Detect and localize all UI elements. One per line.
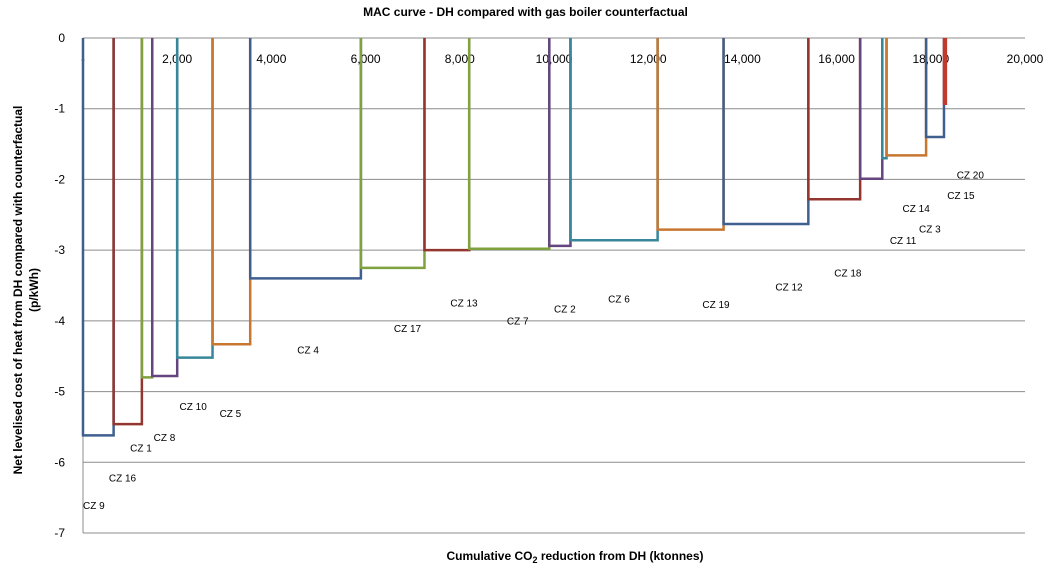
y-tick-label-5: -5 bbox=[54, 385, 65, 399]
x-tick-label-10: 20,000 bbox=[1007, 52, 1044, 66]
gridlines bbox=[83, 37, 1025, 534]
zone-label-cz14: CZ 14 bbox=[903, 204, 931, 215]
zone-label-cz6: CZ 6 bbox=[608, 294, 630, 305]
zone-label-cz17: CZ 17 bbox=[394, 324, 422, 335]
x-tick-label-4: 8,000 bbox=[445, 52, 475, 66]
series-step-cz9 bbox=[81, 38, 115, 437]
zone-label-cz20: CZ 20 bbox=[957, 171, 985, 182]
y-tick-label-3: -3 bbox=[54, 243, 65, 257]
zone-label-cz5: CZ 5 bbox=[220, 409, 242, 420]
y-axis-tick-labels: 0 -1 -2 -3 -4 -5 -6 -7 bbox=[54, 31, 65, 540]
y-tick-label-4: -4 bbox=[54, 314, 65, 328]
series-step-cz4 bbox=[248, 38, 363, 280]
y-tick-label-2: -2 bbox=[54, 172, 65, 186]
zone-label-cz13: CZ 13 bbox=[450, 299, 478, 310]
chart-title: MAC curve - DH compared with gas boiler … bbox=[363, 5, 688, 19]
series-step-cz10 bbox=[175, 38, 214, 359]
x-tick-label-3: 6,000 bbox=[351, 52, 381, 66]
zone-label-cz11: CZ 11 bbox=[890, 236, 917, 247]
zone-label-cz2: CZ 2 bbox=[554, 304, 576, 315]
series-step-cz2 bbox=[548, 38, 572, 248]
y-tick-label-6: -6 bbox=[54, 455, 65, 469]
x-tick-label-8: 16,000 bbox=[818, 52, 855, 66]
series-step-cz16 bbox=[112, 38, 144, 426]
zone-label-cz15: CZ 15 bbox=[947, 191, 975, 202]
y-tick-label-0: 0 bbox=[58, 31, 65, 45]
series-step-cz17 bbox=[359, 38, 426, 270]
y-tick-label-7: -7 bbox=[54, 526, 65, 540]
series-step-cz19 bbox=[656, 38, 725, 231]
zone-label-cz19: CZ 19 bbox=[702, 300, 730, 311]
x-tick-label-2: 4,000 bbox=[256, 52, 286, 66]
zone-label-cz7: CZ 7 bbox=[507, 316, 529, 327]
series-step-cz5 bbox=[211, 38, 252, 346]
series-step-cz1 bbox=[140, 38, 154, 379]
x-tick-label-7: 14,000 bbox=[724, 52, 761, 66]
zone-label-cz4: CZ 4 bbox=[297, 345, 319, 356]
zone-label-cz3: CZ 3 bbox=[919, 224, 941, 235]
zone-label-cz1: CZ 1 bbox=[130, 444, 152, 455]
series-step-cz13 bbox=[423, 38, 471, 252]
zone-labels: CZ 9 CZ 16 CZ 1CZ 8 CZ 10 CZ 5 CZ 4 CZ 17 CZ 13… bbox=[83, 171, 984, 512]
x-axis-title: Cumulative CO2 reduction from DH (ktonne… bbox=[446, 549, 703, 565]
series-group bbox=[81, 38, 948, 437]
series-step-cz6 bbox=[569, 38, 659, 242]
zone-label-cz18: CZ 18 bbox=[834, 268, 862, 279]
x-axis-tick-labels: -2,0004,0006,0008,00010,00012,00014,0001… bbox=[81, 52, 1044, 66]
zone-label-cz12: CZ 12 bbox=[775, 282, 803, 293]
zone-label-cz16: CZ 16 bbox=[109, 473, 137, 484]
zone-label-cz9: CZ 9 bbox=[83, 501, 105, 512]
y-axis-title-line2: (p/kWh) bbox=[27, 268, 41, 312]
x-tick-label-5: 10,000 bbox=[536, 52, 573, 66]
zone-label-cz8: CZ 8 bbox=[154, 433, 176, 444]
series-step-cz8 bbox=[150, 38, 179, 378]
x-tick-label-6: 12,000 bbox=[630, 52, 667, 66]
series-step-cz7 bbox=[467, 38, 551, 250]
zone-label-cz10: CZ 10 bbox=[180, 402, 208, 413]
x-tick-label-9: 18,000 bbox=[912, 52, 949, 66]
y-tick-label-1: -1 bbox=[54, 102, 65, 116]
series-step-cz20 bbox=[942, 38, 948, 106]
y-axis-title-line1: Net levelised cost of heat from DH compa… bbox=[11, 106, 25, 475]
